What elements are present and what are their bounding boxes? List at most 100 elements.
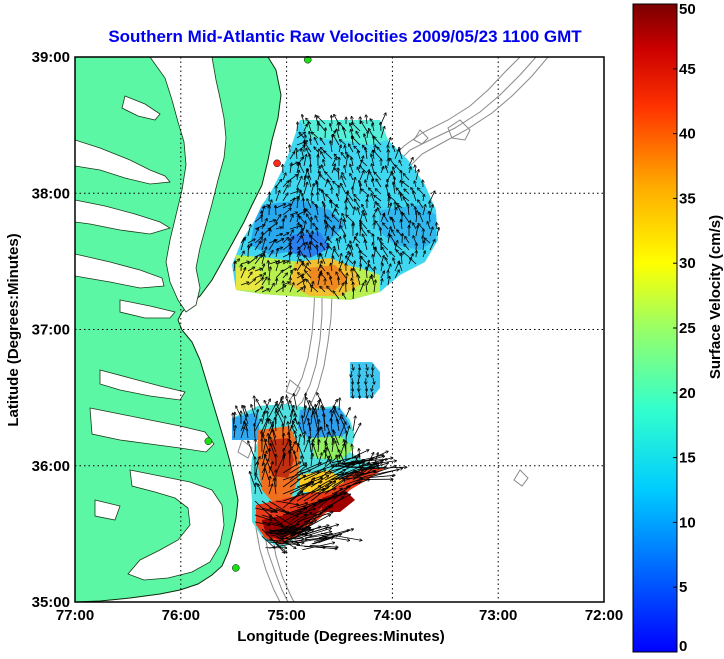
velocity-arrow xyxy=(346,257,354,265)
velocity-arrow xyxy=(345,245,349,251)
velocity-arrow xyxy=(327,217,333,223)
velocity-arrow xyxy=(269,477,270,488)
velocity-arrow xyxy=(324,246,328,258)
velocity-arrow xyxy=(327,244,333,251)
velocity-arrow xyxy=(276,279,277,286)
velocity-arrow xyxy=(321,254,326,265)
velocity-arrow xyxy=(289,271,292,279)
velocity-arrow xyxy=(394,270,399,279)
velocity-arrow xyxy=(361,257,368,265)
velocity-arrow xyxy=(350,164,354,174)
velocity-arrow xyxy=(337,419,340,432)
velocity-arrow xyxy=(270,437,277,453)
colorbar-tick-labels: 0 5 10 15 20 25 30 35 40 45 50 xyxy=(673,1,696,655)
velocity-arrow xyxy=(324,226,327,237)
velocity-arrow xyxy=(303,242,307,251)
velocity-arrow xyxy=(275,249,278,258)
velocity-arrow xyxy=(261,219,267,230)
velocity-arrow xyxy=(381,279,382,286)
velocity-arrow xyxy=(373,234,374,244)
velocity-arrow xyxy=(275,529,311,543)
velocity-arrow xyxy=(261,469,265,481)
velocity-arrow xyxy=(413,236,417,244)
velocity-arrow xyxy=(373,466,396,474)
velocity-arrow xyxy=(296,463,321,474)
velocity-arrow xyxy=(374,137,382,146)
velocity-arrow xyxy=(341,184,347,195)
velocity-arrow xyxy=(320,532,362,540)
velocity-arrow xyxy=(254,410,258,425)
velocity-arrow xyxy=(373,255,374,265)
velocity-arrow xyxy=(340,140,347,146)
velocity-arrow xyxy=(234,413,235,425)
velocity-arrow xyxy=(361,475,395,479)
velocity-arrow xyxy=(277,540,306,545)
velocity-arrow xyxy=(369,265,375,272)
velocity-arrow xyxy=(311,286,319,293)
velocity-arrow xyxy=(354,199,361,209)
velocity-arrow xyxy=(310,242,319,251)
velocity-arrow xyxy=(268,434,269,446)
velocity-arrow xyxy=(331,456,360,464)
velocity-arrow xyxy=(282,261,288,265)
velocity-arrow xyxy=(361,160,368,167)
velocity-arrow xyxy=(366,363,368,370)
velocity-arrow xyxy=(254,278,263,286)
velocity-arrow xyxy=(336,463,354,471)
velocity-arrow xyxy=(352,445,353,460)
velocity-arrow xyxy=(408,204,409,216)
velocity-arrow xyxy=(268,484,272,495)
velocity-arrow xyxy=(261,264,264,272)
velocity-arrow xyxy=(261,440,266,460)
velocity-arrow xyxy=(366,370,368,377)
velocity-arrow xyxy=(338,478,362,488)
velocity-arrow xyxy=(311,194,312,202)
y-tick-label-0: 39:00 xyxy=(32,49,70,66)
velocity-arrow xyxy=(289,230,293,237)
velocity-arrow xyxy=(289,508,307,523)
velocity-arrow xyxy=(317,116,326,125)
y-tick-label-2: 37:00 xyxy=(32,322,70,339)
velocity-arrow xyxy=(282,209,291,216)
velocity-arrow xyxy=(345,146,346,153)
velocity-arrow xyxy=(254,396,255,411)
velocity-arrow xyxy=(305,271,312,279)
velocity-arrow xyxy=(324,179,328,188)
velocity-arrow xyxy=(261,411,265,425)
velocity-arrow xyxy=(288,422,291,439)
velocity-arrow xyxy=(304,209,305,216)
velocity-arrow xyxy=(310,407,313,425)
velocity-arrow xyxy=(306,209,312,216)
velocity-arrow xyxy=(310,236,319,244)
velocity-arrow xyxy=(333,406,340,418)
velocity-arrow xyxy=(321,152,326,160)
velocity-arrow xyxy=(283,434,284,446)
colorbar-tick-label-10: 50 xyxy=(679,1,696,18)
velocity-arrow xyxy=(254,514,272,520)
velocity-arrow xyxy=(338,283,344,293)
velocity-arrow xyxy=(310,184,314,195)
velocity-arrow xyxy=(303,486,329,502)
velocity-arrow xyxy=(254,462,258,481)
velocity-arrow xyxy=(387,197,390,209)
velocity-arrow xyxy=(275,206,276,216)
velocity-arrow xyxy=(258,484,263,495)
velocity-arrow xyxy=(261,277,267,286)
velocity-arrow xyxy=(429,212,430,223)
velocity-arrow xyxy=(310,476,328,488)
velocity-arrow xyxy=(401,220,402,230)
velocity-arrow xyxy=(317,254,320,265)
velocity-arrow xyxy=(254,241,261,251)
y-tick-labels: 39:00 38:00 37:00 36:00 35:00 xyxy=(32,49,70,611)
velocity-arrow xyxy=(296,236,302,244)
velocity-arrow xyxy=(390,235,396,244)
velocity-arrow xyxy=(352,423,361,439)
velocity-arrow xyxy=(338,123,339,132)
velocity-arrow xyxy=(333,472,359,476)
velocity-arrow xyxy=(357,208,361,216)
velocity-arrow xyxy=(387,203,391,216)
velocity-arrow xyxy=(303,199,304,209)
velocity-arrow xyxy=(320,175,326,181)
velocity-arrow xyxy=(345,155,348,167)
velocity-arrow xyxy=(310,482,335,502)
